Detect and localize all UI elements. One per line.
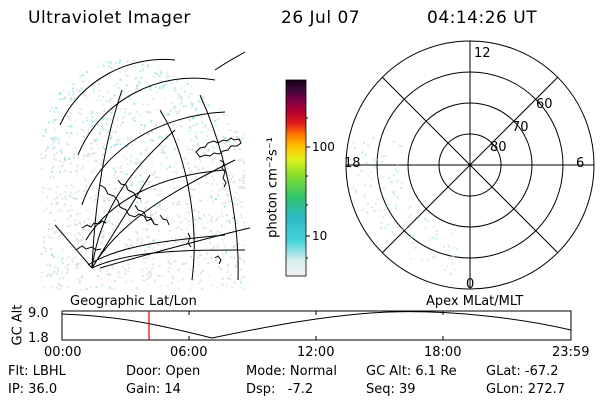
magnetic-polar-grid bbox=[345, 40, 595, 290]
mode-status: Mode: Normal bbox=[246, 364, 337, 379]
timeline-xtick-0000: 00:00 bbox=[44, 345, 82, 360]
colorbar-unit-label: photon cm⁻²s⁻¹ bbox=[265, 137, 281, 238]
gc-alt-status: GC Alt: 6.1 Re bbox=[366, 364, 457, 379]
seq-status: Seq: 39 bbox=[366, 382, 416, 397]
mlt-label-0: 0 bbox=[466, 277, 475, 292]
geographic-grid bbox=[54, 51, 251, 281]
right-panel-caption: Apex MLat/MLT bbox=[426, 294, 524, 309]
polar-intensity-speckle bbox=[349, 136, 459, 276]
door-status: Door: Open bbox=[126, 364, 201, 379]
mlat-label-80: 80 bbox=[490, 140, 507, 155]
dsp-status: Dsp: -7.2 bbox=[246, 382, 314, 397]
colorbar-tick-10: 10 bbox=[312, 229, 328, 243]
filter-status: Flt: LBHL bbox=[8, 364, 66, 379]
mlt-label-6: 6 bbox=[576, 156, 585, 171]
glon-status: GLon: 272.7 bbox=[486, 382, 566, 397]
ip-status: IP: 36.0 bbox=[8, 382, 58, 397]
timeline-xtick-0600: 06:00 bbox=[170, 345, 208, 360]
orbit-altitude-timeline bbox=[61, 310, 572, 341]
timeline-xtick-1200: 12:00 bbox=[297, 345, 335, 360]
mlt-label-12: 12 bbox=[474, 46, 491, 61]
mlat-label-60: 60 bbox=[536, 97, 553, 112]
observation-time: 04:14:26 UT bbox=[427, 8, 538, 28]
geographic-image-panel bbox=[40, 51, 251, 290]
intensity-colorbar bbox=[285, 79, 310, 277]
gain-status: Gain: 14 bbox=[126, 382, 181, 397]
coastline-outlines bbox=[75, 137, 242, 265]
timeline-ytick-bottom: 1.8 bbox=[28, 331, 49, 346]
left-panel-caption: Geographic Lat/Lon bbox=[70, 294, 197, 309]
mlat-label-70: 70 bbox=[512, 120, 529, 135]
timeline-ylabel: GC Alt bbox=[10, 304, 26, 346]
observation-date: 26 Jul 07 bbox=[281, 8, 361, 28]
colorbar-tick-100: 100 bbox=[312, 140, 335, 154]
glat-status: GLat: -67.2 bbox=[486, 364, 559, 379]
timeline-ytick-top: 9.0 bbox=[28, 306, 49, 321]
instrument-title: Ultraviolet Imager bbox=[28, 8, 191, 28]
timeline-xtick-1800: 18:00 bbox=[424, 345, 462, 360]
mlt-label-18: 18 bbox=[344, 156, 361, 171]
timeline-xtick-2359: 23:59 bbox=[552, 345, 590, 360]
